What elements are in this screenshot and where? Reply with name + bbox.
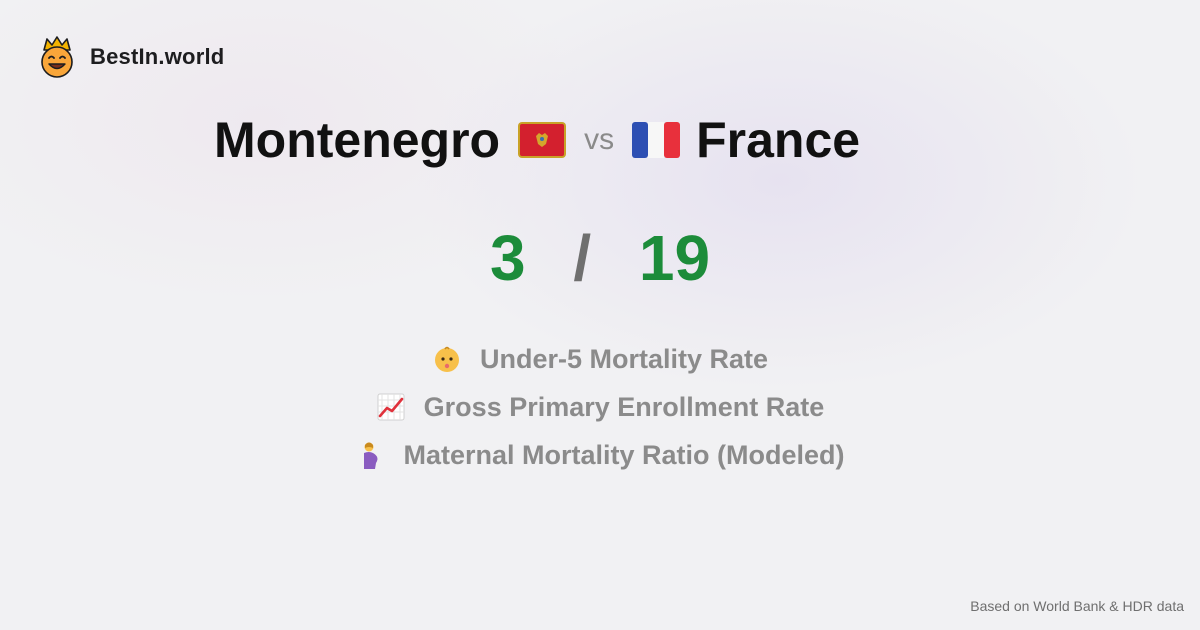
metric-label: Gross Primary Enrollment Rate <box>423 391 825 422</box>
right-score: 19 <box>638 222 711 294</box>
pregnant-woman-icon <box>364 442 378 469</box>
source-note: Based on World Bank & HDR data <box>970 598 1184 614</box>
metric-list: Under-5 Mortality Rate Gross Primary Enr… <box>0 335 1200 479</box>
comparison-title: Montenegro vs France <box>214 110 860 170</box>
baby-face-icon <box>434 346 459 372</box>
metric-item: Under-5 Mortality Rate <box>0 335 1200 383</box>
left-country-name: Montenegro <box>214 112 501 168</box>
vs-label: vs <box>584 123 615 156</box>
metric-label: Maternal Mortality Ratio (Modeled) <box>403 439 845 470</box>
montenegro-flag-icon <box>518 122 567 158</box>
score-line: 3 / 19 <box>0 222 1200 294</box>
chart-increasing-icon <box>377 393 405 421</box>
score-separator: / <box>573 222 592 294</box>
left-score: 3 <box>489 222 526 294</box>
right-country-name: France <box>696 112 861 168</box>
brand[interactable]: BestIn.world <box>38 36 224 78</box>
metric-item: Maternal Mortality Ratio (Modeled) <box>0 431 1200 479</box>
france-flag-icon <box>632 122 681 158</box>
smiling-crown-face-icon <box>41 36 73 78</box>
metric-label: Under-5 Mortality Rate <box>479 343 769 374</box>
metric-item: Gross Primary Enrollment Rate <box>0 383 1200 431</box>
brand-name: BestIn.world <box>90 44 225 69</box>
